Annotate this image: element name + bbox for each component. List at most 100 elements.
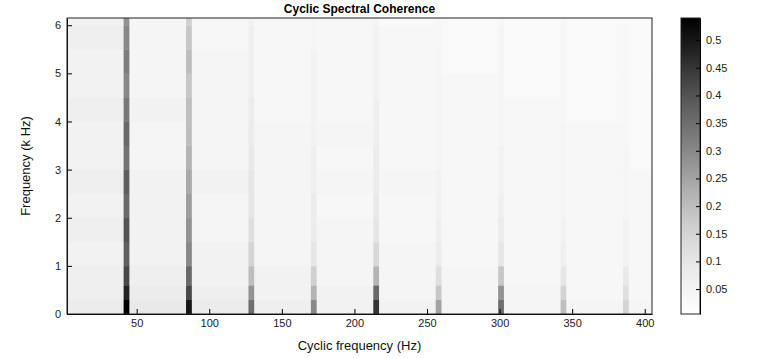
- heatmap-cell: [124, 18, 130, 26]
- heatmap-cell: [566, 242, 623, 267]
- heatmap-cell: [192, 218, 249, 243]
- heatmap-cell: [67, 121, 124, 146]
- colorbar-tick: 0.4: [696, 89, 721, 101]
- heatmap-cell: [192, 73, 249, 98]
- heatmap-cell: [561, 25, 567, 50]
- x-tick-mark: [572, 309, 573, 314]
- heatmap-cell: [129, 73, 186, 98]
- heatmap-cells: [67, 18, 652, 314]
- heatmap-cell: [67, 18, 124, 26]
- heatmap-cell: [67, 170, 124, 195]
- heatmap-cell: [629, 97, 652, 122]
- x-tick: 150: [273, 309, 291, 329]
- colorbar-tick-mark: [696, 234, 700, 235]
- y-tick: 3: [55, 164, 72, 176]
- heatmap-cell: [373, 218, 379, 243]
- x-tick-mark: [209, 309, 210, 314]
- heatmap-cell: [442, 218, 499, 243]
- heatmap-cell: [436, 121, 442, 146]
- heatmap-cell: [566, 218, 623, 243]
- heatmap-cell: [192, 49, 249, 74]
- heatmap-cell: [317, 49, 374, 74]
- heatmap-cell: [317, 194, 374, 219]
- heatmap-cell: [67, 25, 124, 50]
- heatmap-cell: [254, 266, 311, 286]
- heatmap-cell: [373, 266, 379, 286]
- heatmap-cell: [561, 97, 567, 122]
- heatmap-cell: [186, 97, 192, 122]
- heatmap-cell: [498, 18, 504, 26]
- heatmap-cell: [124, 73, 130, 98]
- x-tick-mark: [500, 309, 501, 314]
- heatmap-cell: [129, 242, 186, 267]
- heatmap-cell: [623, 285, 629, 300]
- heatmap-cell: [561, 170, 567, 195]
- heatmap-cell: [561, 300, 567, 314]
- heatmap-cell: [67, 49, 124, 74]
- heatmap-cell: [566, 18, 623, 26]
- heatmap-cell: [504, 194, 561, 219]
- heatmap-cell: [67, 266, 124, 286]
- x-tick-mark: [354, 309, 355, 314]
- heatmap-cell: [186, 73, 192, 98]
- heatmap-cell: [124, 266, 130, 286]
- heatmap-cell: [192, 194, 249, 219]
- heatmap-cell: [311, 49, 317, 74]
- heatmap-cell: [436, 146, 442, 171]
- heatmap-cell: [629, 285, 652, 300]
- heatmap-cell: [129, 25, 186, 50]
- heatmap-cell: [373, 242, 379, 267]
- heatmap-cell: [504, 218, 561, 243]
- heatmap-cell: [498, 300, 504, 314]
- heatmap-cell: [254, 121, 311, 146]
- heatmap-cell: [436, 97, 442, 122]
- heatmap-cell: [124, 49, 130, 74]
- heatmap-cell: [248, 194, 254, 219]
- colorbar-tick-mark: [696, 206, 700, 207]
- x-tick-label: 50: [131, 317, 143, 329]
- heatmap-cell: [373, 73, 379, 98]
- heatmap-cell: [248, 266, 254, 286]
- heatmap-cell: [248, 146, 254, 171]
- colorbar-tick-mark: [696, 123, 700, 124]
- heatmap-cell: [498, 170, 504, 195]
- heatmap-cell: [561, 194, 567, 219]
- heatmap-cell: [379, 218, 436, 243]
- heatmap-cell: [373, 194, 379, 219]
- heatmap-cell: [629, 49, 652, 74]
- colorbar-tick-label: 0.45: [706, 62, 727, 74]
- heatmap-cell: [311, 285, 317, 300]
- heatmap-cell: [442, 121, 499, 146]
- y-axis: 0123456: [55, 19, 72, 321]
- heatmap-cell: [129, 194, 186, 219]
- heatmap-cell: [186, 49, 192, 74]
- heatmap-cell: [248, 18, 254, 26]
- heatmap-cell: [317, 18, 374, 26]
- heatmap-cell: [561, 266, 567, 286]
- heatmap-cell: [129, 121, 186, 146]
- heatmap-cell: [561, 18, 567, 26]
- plot-frame: [67, 18, 652, 314]
- heatmap-cell: [504, 146, 561, 171]
- y-tick-mark: [67, 25, 72, 26]
- y-tick-label: 2: [55, 212, 61, 224]
- colorbar-tick: 0.15: [696, 228, 727, 240]
- heatmap-cell: [498, 49, 504, 74]
- heatmap-cell: [504, 266, 561, 286]
- heatmap-cell: [192, 18, 249, 26]
- heatmap-cell: [186, 300, 192, 314]
- colorbar-tick: 0.2: [696, 200, 721, 212]
- heatmap-cell: [248, 121, 254, 146]
- heatmap-cell: [373, 285, 379, 300]
- heatmap-cell: [254, 300, 311, 314]
- heatmap-cell: [629, 170, 652, 195]
- heatmap-cell: [379, 73, 436, 98]
- heatmap-cell: [317, 121, 374, 146]
- heatmap-cell: [498, 194, 504, 219]
- heatmap-cell: [561, 146, 567, 171]
- heatmap-cell: [373, 170, 379, 195]
- heatmap-cell: [561, 49, 567, 74]
- heatmap-cell: [311, 266, 317, 286]
- heatmap-cell: [317, 242, 374, 267]
- heatmap-cell: [129, 170, 186, 195]
